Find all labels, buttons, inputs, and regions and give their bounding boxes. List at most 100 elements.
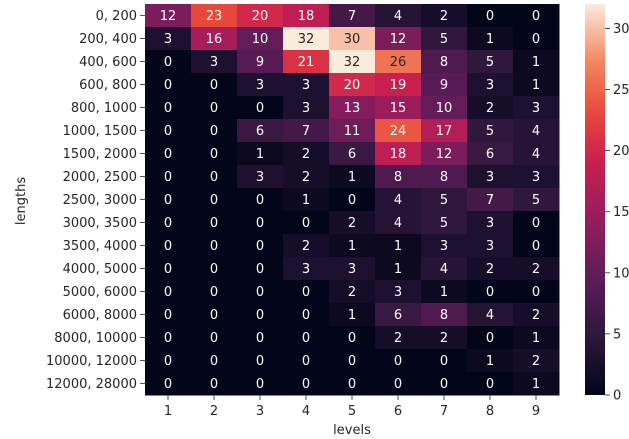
cell-value-label: 0 [256, 193, 264, 208]
x-tick-label: 5 [348, 404, 356, 419]
heatmap-cell [421, 326, 468, 350]
colorbar-tick-label: 5 [613, 327, 621, 342]
heatmap-cell [329, 280, 376, 304]
x-tick-label: 1 [164, 404, 172, 419]
cell-value-label: 24 [390, 124, 407, 139]
heatmap-cell [191, 349, 238, 373]
heatmap-cell [329, 234, 376, 258]
cell-value-label: 1 [532, 377, 540, 392]
heatmap-cell [421, 27, 468, 51]
heatmap-cell [375, 188, 422, 212]
cell-value-label: 0 [210, 101, 218, 116]
cell-value-label: 0 [210, 308, 218, 323]
x-tick-label: 2 [210, 404, 218, 419]
heatmap-cell [237, 326, 284, 350]
y-tick-label: 6000, 8000 [63, 308, 137, 323]
heatmap-cell [191, 119, 238, 143]
heatmap-cell [145, 211, 192, 235]
cell-value-label: 0 [532, 239, 540, 254]
cell-value-label: 0 [256, 239, 264, 254]
heatmap-cell [237, 372, 284, 396]
cell-value-label: 0 [164, 262, 172, 277]
heatmap-cell [513, 50, 560, 74]
heatmap-cell [329, 50, 376, 74]
cell-value-label: 4 [440, 262, 448, 277]
heatmap-cell [375, 96, 422, 120]
cell-value-label: 0 [210, 170, 218, 185]
cell-value-label: 0 [164, 147, 172, 162]
heatmap-cell [237, 50, 284, 74]
heatmap-cell [421, 349, 468, 373]
cell-value-label: 8 [440, 55, 448, 70]
heatmap-cell [191, 280, 238, 304]
heatmap-cell [467, 142, 514, 166]
heatmap-cell [375, 211, 422, 235]
heatmap-cell [513, 349, 560, 373]
cell-value-label: 5 [486, 55, 494, 70]
colorbar-tick-label: 30 [613, 22, 629, 37]
cell-value-label: 0 [486, 285, 494, 300]
heatmap-cell [375, 142, 422, 166]
heatmap-cell [421, 372, 468, 396]
cell-value-label: 17 [436, 124, 453, 139]
heatmap-cell [513, 188, 560, 212]
heatmap-cell [467, 119, 514, 143]
heatmap-cell [467, 4, 514, 28]
cell-value-label: 2 [486, 101, 494, 116]
x-tick-label: 6 [394, 404, 402, 419]
cell-value-label: 0 [348, 377, 356, 392]
cell-value-label: 2 [532, 308, 540, 323]
cell-value-label: 5 [440, 32, 448, 47]
cell-value-label: 1 [348, 170, 356, 185]
heatmap-cell [329, 73, 376, 97]
heatmap-cell [283, 326, 330, 350]
cell-value-label: 13 [344, 101, 361, 116]
cell-value-label: 7 [348, 9, 356, 24]
heatmap-cell [237, 73, 284, 97]
cell-value-label: 6 [486, 147, 494, 162]
heatmap-cell [145, 96, 192, 120]
x-tick-label: 9 [532, 404, 540, 419]
cell-value-label: 8 [440, 170, 448, 185]
x-axis-title: levels [333, 423, 371, 438]
heatmap-cell [513, 73, 560, 97]
heatmap-cell [513, 234, 560, 258]
y-tick-label: 800, 1000 [71, 101, 137, 116]
heatmap-cell [375, 349, 422, 373]
heatmap-cell [375, 280, 422, 304]
heatmap-cell [421, 280, 468, 304]
cell-value-label: 4 [532, 147, 540, 162]
heatmap-cell [467, 188, 514, 212]
y-tick-label: 8000, 10000 [54, 331, 137, 346]
heatmap-cell [145, 303, 192, 327]
cell-value-label: 0 [348, 193, 356, 208]
cell-value-label: 0 [164, 216, 172, 231]
cell-value-label: 21 [298, 55, 315, 70]
heatmap-cells: 12 23 20 18 7 4 2 0 03 16 10 32 30 12 5 1 00 3 9 21 32 26 8 5 10… [145, 4, 560, 396]
cell-value-label: 0 [394, 354, 402, 369]
heatmap-cell [329, 303, 376, 327]
cell-value-label: 3 [486, 216, 494, 231]
cell-value-label: 2 [440, 331, 448, 346]
heatmap-cell [237, 349, 284, 373]
heatmap-cell [145, 280, 192, 304]
cell-value-label: 0 [210, 377, 218, 392]
heatmap-cell [191, 73, 238, 97]
y-tick-labels: 0, 200 200, 400 400, 600 600, 800 800, 1000 1… [46, 9, 145, 392]
cell-value-label: 0 [164, 101, 172, 116]
y-tick-label: 1500, 2000 [63, 147, 137, 162]
heatmap-cell [375, 372, 422, 396]
heatmap-cell [191, 234, 238, 258]
cell-value-label: 2 [486, 262, 494, 277]
cell-value-label: 1 [532, 331, 540, 346]
heatmap-cell [237, 142, 284, 166]
heatmap-cell [421, 211, 468, 235]
colorbar-tick-label: 10 [613, 266, 629, 281]
x-tick-label: 3 [256, 404, 264, 419]
heatmap-cell [145, 257, 192, 281]
cell-value-label: 0 [210, 331, 218, 346]
cell-value-label: 0 [210, 285, 218, 300]
cell-value-label: 3 [394, 285, 402, 300]
cell-value-label: 0 [164, 78, 172, 93]
heatmap-cell [237, 96, 284, 120]
